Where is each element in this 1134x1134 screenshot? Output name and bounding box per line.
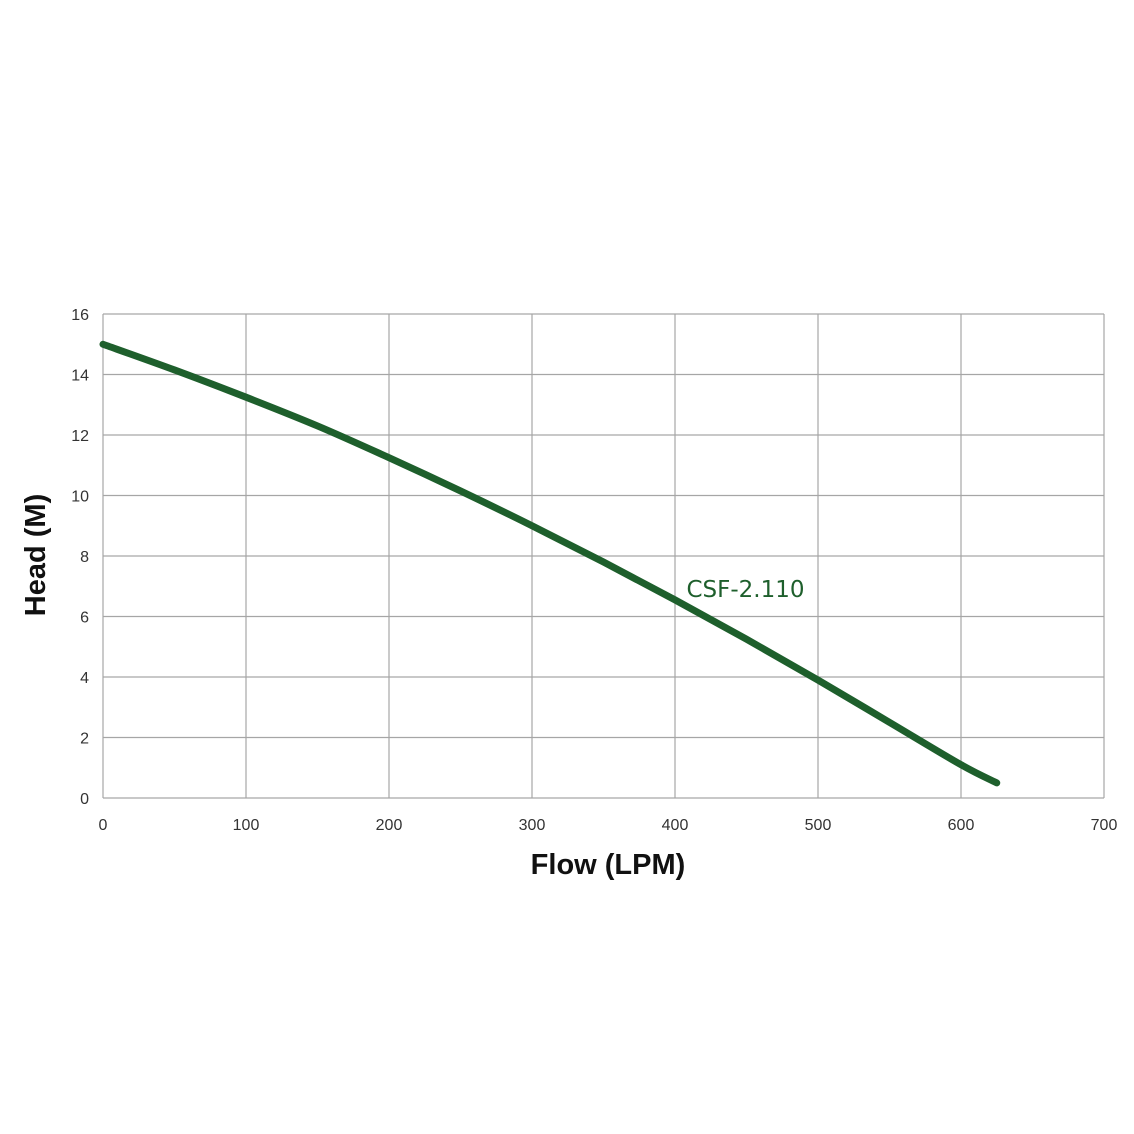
x-axis-title: Flow (LPM) [531,849,686,881]
x-tick-label: 0 [99,817,108,834]
y-tick-label: 8 [80,549,89,566]
y-tick-label: 14 [71,368,89,385]
series-line-0 [99,340,1001,787]
series-label: CSF-2.110 [686,577,804,603]
x-tick-label: 200 [376,817,403,834]
y-tick-label: 16 [71,307,89,324]
x-tick-label: 300 [519,817,546,834]
y-tick-label: 4 [80,670,89,687]
x-tick-label: 600 [948,817,975,834]
y-tick-label: 10 [71,489,89,506]
grid [102,313,1105,799]
x-tick-label: 500 [805,817,832,834]
y-tick-label: 6 [80,610,89,627]
x-tick-label: 400 [662,817,689,834]
x-tick-label: 100 [233,817,260,834]
series-lines: CSF-2.110 [99,340,1001,787]
x-tick-label: 700 [1091,817,1118,834]
y-axis-title: Head (M) [20,494,52,616]
y-tick-label: 0 [80,791,89,808]
y-tick-label: 12 [71,428,89,445]
tick-labels: 0 100 200 300 400 500 600 700 0 2 4 6 8 10 12 14 16 [71,307,1117,834]
y-tick-label: 2 [80,731,89,748]
